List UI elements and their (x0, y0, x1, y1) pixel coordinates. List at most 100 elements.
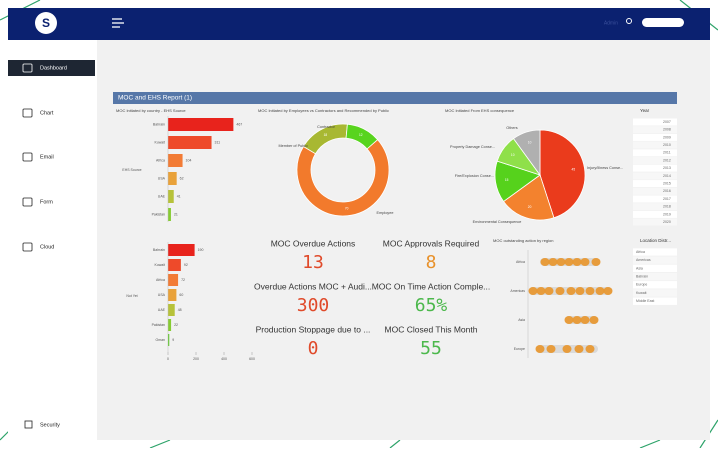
bar (168, 136, 212, 149)
filter-row[interactable] (633, 172, 677, 180)
slice (345, 123, 379, 150)
filter-row[interactable] (633, 126, 677, 134)
dot (535, 345, 545, 353)
filter-title: Location Distr... (640, 238, 671, 243)
filter-item: 2020 (663, 220, 671, 224)
filter-row[interactable] (633, 210, 677, 218)
filter-item: 2009 (663, 135, 671, 139)
category-label: Pakistan (152, 212, 165, 216)
slice-value: 70 (345, 207, 349, 211)
kpi-label: MOC Closed This Month (385, 324, 478, 334)
category-label: Bahrain (153, 122, 165, 126)
kpi-value: 13 (302, 252, 324, 273)
region-label: Africa (516, 260, 525, 264)
value-label: 9 (172, 338, 174, 342)
nav-icon[interactable] (22, 152, 33, 162)
filter-item: 2015 (663, 182, 671, 186)
dot (546, 345, 556, 353)
nav-icon[interactable] (24, 420, 33, 429)
slice-value: 10 (511, 153, 515, 157)
value-label: 62 (180, 176, 184, 180)
nav-item: Cloud (40, 244, 54, 250)
filter-item: 2014 (663, 174, 671, 178)
category-label: Kuwait (154, 140, 165, 144)
value-label: 41 (177, 194, 181, 198)
user-icon[interactable] (626, 18, 632, 24)
filter-row[interactable] (633, 264, 677, 273)
dot (562, 345, 572, 353)
value-label: 22 (174, 323, 178, 327)
chart-title: MOC outstanding action by region (493, 238, 553, 243)
filter-row[interactable] (633, 133, 677, 141)
value-label: 190 (198, 248, 204, 252)
dot (589, 316, 599, 324)
kpi-value: 55 (420, 338, 442, 359)
nav-icon[interactable] (22, 242, 33, 252)
filter-row[interactable] (633, 289, 677, 297)
nav-icon[interactable] (22, 197, 33, 207)
kpi-label: Overdue Actions MOC + Audi... (254, 281, 372, 291)
dot (585, 345, 595, 353)
menu-icon[interactable] (112, 18, 124, 28)
filter-row[interactable] (633, 180, 677, 188)
slice-label: Contractor (317, 125, 335, 129)
bar (168, 208, 171, 221)
filter-item: Kuwait (636, 291, 647, 295)
slice-value: 15 (505, 178, 509, 182)
dot (556, 258, 566, 266)
category-label: Africa (156, 158, 165, 162)
value-label: 311 (215, 140, 221, 144)
slice-label: Member of Public (278, 144, 308, 148)
bar (168, 244, 195, 256)
filter-item: 2017 (663, 197, 671, 201)
filter-row[interactable] (633, 187, 677, 195)
x-tick-label: 200 (193, 357, 199, 361)
filter-row[interactable] (633, 118, 677, 126)
filter-row[interactable] (633, 141, 677, 149)
slice-label: Environmental Consequence (473, 220, 522, 224)
filter-row[interactable] (633, 149, 677, 157)
dot (575, 287, 585, 295)
filter-row[interactable] (633, 203, 677, 211)
filter-item: Africa (636, 250, 645, 254)
filter-row[interactable] (633, 195, 677, 203)
filter-row[interactable] (633, 272, 677, 281)
dot (572, 316, 582, 324)
filter-row[interactable] (633, 157, 677, 164)
kpi-value: 65% (415, 295, 448, 316)
bar (168, 334, 170, 346)
kpi-value: 300 (297, 295, 330, 316)
logo (35, 12, 57, 34)
dot (544, 287, 554, 295)
category-label: UAE (158, 194, 166, 198)
kpi-label: MOC Approvals Required (383, 238, 480, 248)
dot (555, 287, 565, 295)
dot (591, 258, 601, 266)
category-label: Kuwait (154, 263, 165, 267)
value-label: 21 (174, 212, 178, 216)
nav-icon[interactable] (22, 63, 33, 73)
nav-item: Email (40, 154, 54, 160)
chart-title: MOC Initiated by Employees vs Contractor… (258, 108, 389, 113)
filter-row[interactable] (633, 281, 677, 289)
nav-icon[interactable] (22, 108, 33, 118)
dot (580, 258, 590, 266)
bar (168, 304, 175, 316)
dot (603, 287, 613, 295)
filter-row[interactable] (633, 256, 677, 264)
filter-row[interactable] (633, 164, 677, 172)
filter-item: 2011 (663, 151, 671, 155)
dot (566, 287, 576, 295)
kpi-label: MOC On Time Action Comple... (372, 281, 491, 291)
group-label: EHS Source (122, 168, 141, 172)
search-box[interactable] (642, 18, 684, 27)
filter-row[interactable] (633, 218, 677, 226)
filter-title: Year (640, 108, 650, 113)
slice (296, 139, 390, 217)
filter-row[interactable] (633, 297, 677, 305)
filter-item: 2012 (663, 158, 671, 162)
filter-row[interactable] (633, 248, 677, 256)
bar (168, 172, 177, 185)
slice-label: Others (506, 126, 517, 130)
